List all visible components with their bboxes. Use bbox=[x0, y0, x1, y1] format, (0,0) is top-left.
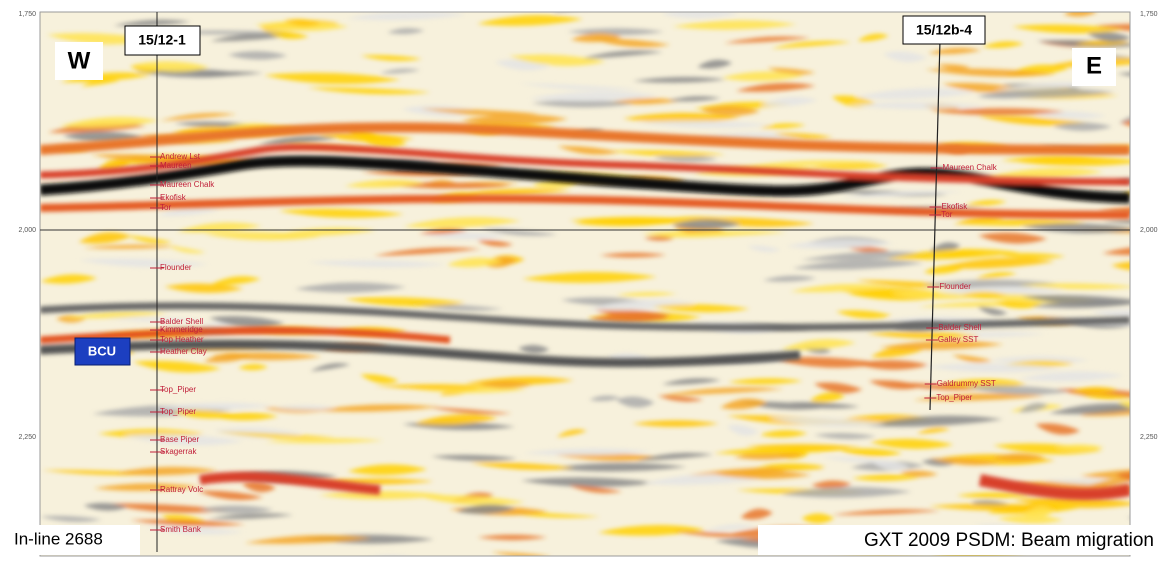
west-top-label: Tor bbox=[160, 203, 171, 212]
west-top-label: Skagerrak bbox=[160, 447, 197, 456]
west-top-label: Andrew Lst bbox=[160, 152, 201, 161]
west-label: W bbox=[68, 47, 91, 74]
bcu-label: BCU bbox=[88, 343, 116, 358]
west-top-label: Top_Piper bbox=[160, 407, 196, 416]
west-top-label: Top_Piper bbox=[160, 385, 196, 394]
depth-label-right: 1,750 bbox=[1140, 11, 1158, 18]
west-top-label: Kimmeridge bbox=[160, 325, 203, 334]
west-top-label: Maureen bbox=[160, 161, 192, 170]
depth-label-right: 2,250 bbox=[1140, 434, 1158, 441]
depth-label-right: 2,000 bbox=[1140, 227, 1158, 234]
depth-label-left: 2,000 bbox=[18, 227, 36, 234]
seismic-image bbox=[40, 5, 1167, 559]
west-well-label: 15/12-1 bbox=[138, 32, 186, 48]
west-top-label: Smith Bank bbox=[160, 525, 202, 534]
west-top-label: Maureen Chalk bbox=[160, 180, 215, 189]
east-label: E bbox=[1086, 52, 1102, 79]
east-top-label: Maureen Chalk bbox=[943, 163, 998, 172]
seismic-section: 15/12-1 15/12b-4 W E BCU In-line 2688 GX… bbox=[0, 0, 1167, 559]
depth-label-left: 2,250 bbox=[18, 434, 36, 441]
east-top-label: Balder Shell bbox=[938, 323, 981, 332]
east-well-label: 15/12b-4 bbox=[916, 22, 972, 38]
west-top-label: Flounder bbox=[160, 263, 192, 272]
west-top-label: Top Heather bbox=[160, 335, 204, 344]
processing-label: GXT 2009 PSDM: Beam migration bbox=[864, 530, 1154, 551]
east-top-label: Top_Piper bbox=[936, 393, 972, 402]
west-top-label: Base Piper bbox=[160, 435, 199, 444]
east-top-label: Tor bbox=[941, 210, 952, 219]
east-top-label: Galley SST bbox=[938, 335, 979, 344]
west-top-label: Ekofisk bbox=[160, 193, 187, 202]
inline-label: In-line 2688 bbox=[14, 529, 103, 548]
east-top-label: Flounder bbox=[939, 282, 971, 291]
west-top-label: Heather Clay bbox=[160, 347, 207, 356]
east-top-label: Galdrummy SST bbox=[937, 379, 996, 388]
west-top-label: Rattray Volc bbox=[160, 485, 203, 494]
depth-label-left: 1,750 bbox=[18, 11, 36, 18]
